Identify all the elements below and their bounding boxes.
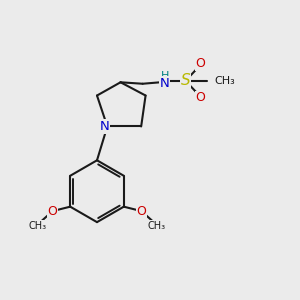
Text: O: O bbox=[196, 57, 206, 70]
Text: H: H bbox=[160, 70, 169, 80]
Text: CH₃: CH₃ bbox=[29, 221, 47, 231]
Text: O: O bbox=[136, 205, 146, 218]
Text: N: N bbox=[100, 120, 109, 133]
Text: O: O bbox=[48, 205, 58, 218]
Text: CH₃: CH₃ bbox=[147, 221, 165, 231]
Text: N: N bbox=[160, 77, 169, 90]
Text: S: S bbox=[181, 73, 191, 88]
Text: O: O bbox=[196, 92, 206, 104]
Text: CH₃: CH₃ bbox=[215, 76, 236, 86]
